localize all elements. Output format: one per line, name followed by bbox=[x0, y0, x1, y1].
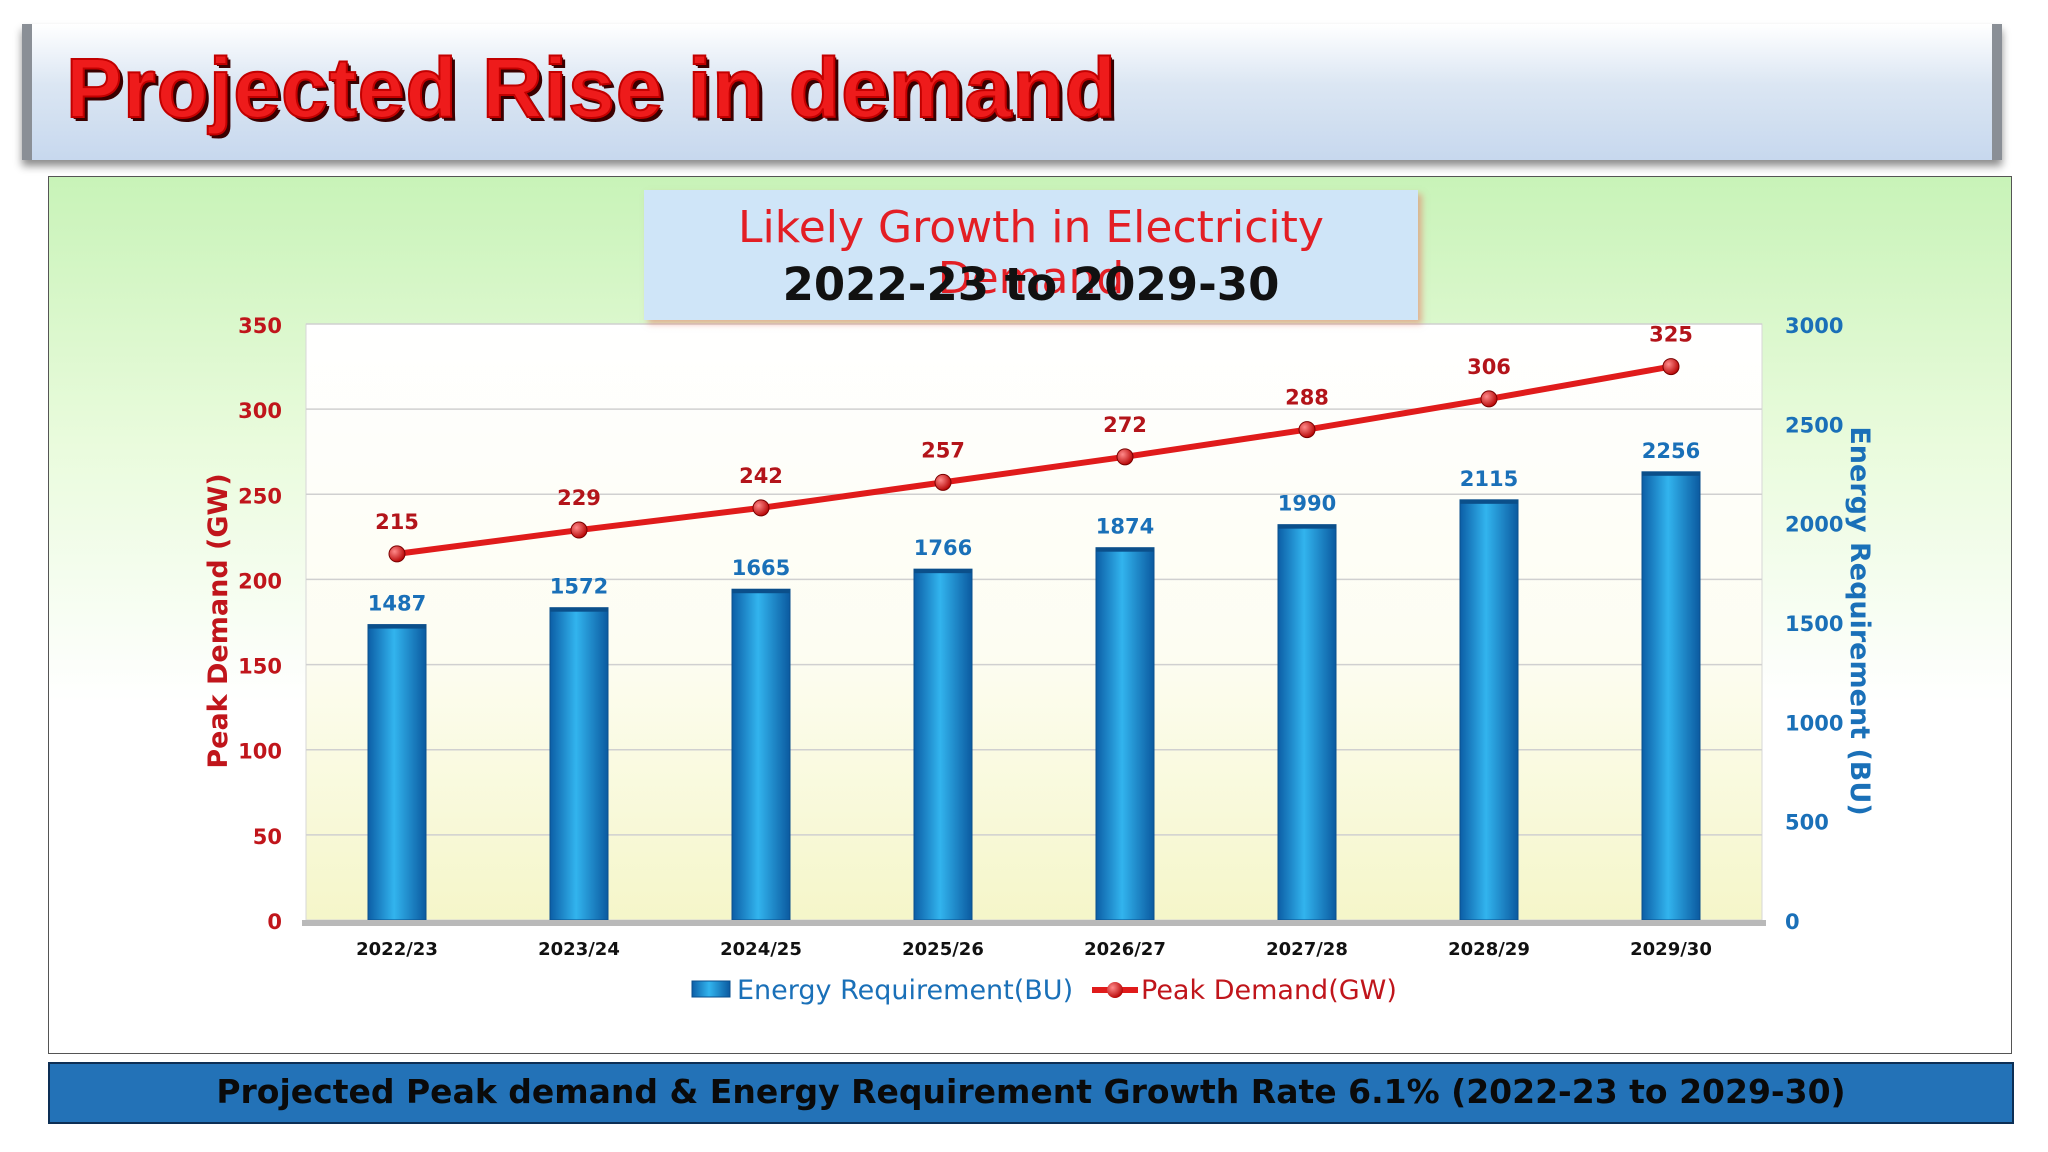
peak-demand-point bbox=[1298, 421, 1316, 439]
energy-value-label: 1487 bbox=[368, 592, 426, 616]
page-title: Projected Rise in demand bbox=[65, 40, 1117, 136]
right-tick-label: 500 bbox=[1785, 811, 1829, 835]
energy-bar-top bbox=[1460, 499, 1518, 504]
left-tick-label: 50 bbox=[253, 825, 282, 849]
energy-bar-top bbox=[1642, 471, 1700, 476]
category-label: 2024/25 bbox=[720, 939, 802, 960]
category-label: 2028/29 bbox=[1448, 939, 1530, 960]
energy-bar bbox=[913, 568, 973, 921]
data-labels: 1487 1572 1665 1766 1874 1990 2115 2256 215 229 24… bbox=[368, 323, 1700, 616]
peak-demand-value-label: 325 bbox=[1649, 323, 1693, 347]
peak-demand-point bbox=[1116, 448, 1134, 466]
right-tick-label: 1500 bbox=[1785, 612, 1843, 636]
axes: 0 50 100 150 200 250 300 350 0 500 1000 1500 2000 250… bbox=[203, 314, 1875, 960]
peak-demand-polyline bbox=[396, 363, 1672, 557]
peak-demand-point bbox=[752, 499, 770, 517]
peak-demand-line bbox=[388, 358, 1680, 563]
legend: Energy Requirement(BU) Peak Demand(GW) bbox=[691, 975, 1397, 1006]
energy-value-label: 1572 bbox=[550, 575, 608, 599]
category-label: 2029/30 bbox=[1630, 939, 1712, 960]
peak-demand-value-label: 257 bbox=[921, 438, 965, 462]
energy-value-label: 2256 bbox=[1642, 439, 1700, 463]
right-tick-label: 2500 bbox=[1785, 413, 1843, 437]
left-tick-label: 100 bbox=[238, 740, 282, 764]
energy-bar bbox=[549, 607, 609, 921]
legend-energy-swatch bbox=[691, 980, 731, 998]
energy-bars bbox=[367, 471, 1701, 921]
chart-title: Likely Growth in Electricity Demand bbox=[738, 202, 1324, 304]
plot-area bbox=[305, 323, 1763, 921]
chart-subtitle: 2022-23 to 2029-30 bbox=[782, 258, 1280, 311]
peak-demand-value-label: 306 bbox=[1467, 355, 1511, 379]
energy-bar-top bbox=[1096, 547, 1154, 552]
title-banner: Projected Rise in demand bbox=[22, 24, 2002, 160]
energy-bar bbox=[1641, 471, 1701, 921]
footer-text: Projected Peak demand & Energy Requireme… bbox=[216, 1072, 1846, 1111]
energy-value-label: 1990 bbox=[1278, 492, 1336, 516]
legend-energy-label: Energy Requirement(BU) bbox=[737, 975, 1073, 1006]
left-axis-title: Peak Demand (GW) bbox=[203, 473, 234, 768]
chart-title-box: Likely Growth in Electricity Demand 2022… bbox=[644, 190, 1418, 320]
energy-bar bbox=[731, 588, 791, 921]
legend-peak-marker bbox=[1107, 982, 1123, 998]
energy-bar bbox=[1095, 547, 1155, 921]
peak-demand-value-label: 229 bbox=[557, 486, 601, 510]
right-tick-label: 0 bbox=[1785, 910, 1800, 934]
peak-demand-point bbox=[934, 473, 952, 491]
left-tick-label: 300 bbox=[238, 399, 282, 423]
category-label: 2025/26 bbox=[902, 939, 984, 960]
energy-bar-top bbox=[550, 607, 608, 612]
grid-lines bbox=[306, 323, 1762, 836]
right-tick-label: 1000 bbox=[1785, 711, 1843, 735]
peak-demand-point bbox=[1662, 358, 1680, 376]
energy-value-label: 1665 bbox=[732, 556, 790, 580]
peak-demand-point bbox=[388, 545, 406, 563]
energy-bar-top bbox=[1278, 524, 1336, 529]
left-tick-label: 250 bbox=[238, 484, 282, 508]
left-tick-label: 350 bbox=[238, 314, 282, 338]
category-label: 2022/23 bbox=[356, 939, 438, 960]
right-tick-label: 3000 bbox=[1785, 314, 1843, 338]
right-tick-label: 2000 bbox=[1785, 513, 1843, 537]
energy-bar-top bbox=[732, 589, 790, 594]
category-label: 2023/24 bbox=[538, 939, 620, 960]
energy-bar-top bbox=[368, 624, 426, 629]
peak-demand-point bbox=[1480, 390, 1498, 408]
category-label: 2026/27 bbox=[1084, 939, 1166, 960]
peak-demand-value-label: 272 bbox=[1103, 413, 1147, 437]
plot-floor bbox=[302, 920, 1766, 926]
peak-demand-value-label: 288 bbox=[1285, 386, 1329, 410]
left-tick-label: 200 bbox=[238, 569, 282, 593]
energy-bar bbox=[1277, 524, 1337, 921]
footer-bar: Projected Peak demand & Energy Requireme… bbox=[48, 1062, 2014, 1124]
energy-value-label: 1874 bbox=[1096, 515, 1154, 539]
energy-bar bbox=[1459, 499, 1519, 921]
peak-demand-value-label: 242 bbox=[739, 464, 783, 488]
right-axis-title: Energy Requirement (BU) bbox=[1844, 426, 1875, 815]
peak-demand-point bbox=[570, 521, 588, 539]
legend-peak-label: Peak Demand(GW) bbox=[1141, 975, 1397, 1006]
category-label: 2027/28 bbox=[1266, 939, 1348, 960]
energy-value-label: 2115 bbox=[1460, 467, 1518, 491]
energy-bar-top bbox=[914, 569, 972, 574]
energy-bar bbox=[367, 624, 427, 921]
energy-value-label: 1766 bbox=[914, 536, 972, 560]
left-tick-label: 150 bbox=[238, 655, 282, 679]
left-tick-label: 0 bbox=[267, 910, 282, 934]
peak-demand-value-label: 215 bbox=[375, 510, 419, 534]
